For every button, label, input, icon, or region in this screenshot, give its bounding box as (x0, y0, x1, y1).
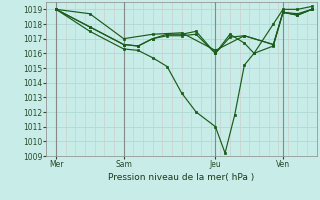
X-axis label: Pression niveau de la mer( hPa ): Pression niveau de la mer( hPa ) (108, 173, 255, 182)
